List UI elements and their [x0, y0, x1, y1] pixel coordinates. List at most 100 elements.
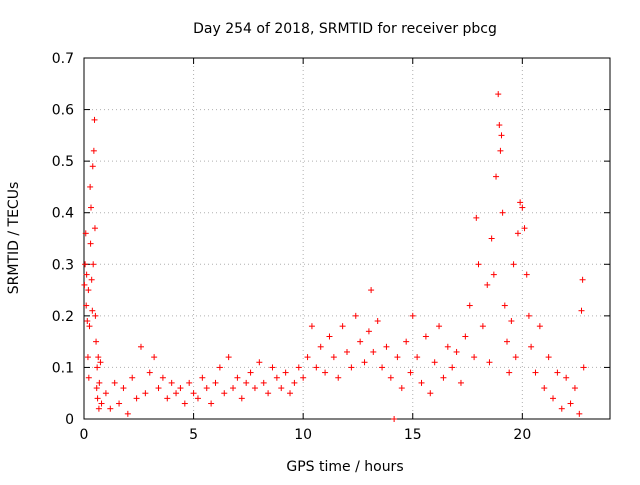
- data-point: [85, 374, 92, 381]
- data-point: [95, 405, 102, 412]
- data-point: [541, 385, 548, 392]
- data-point: [94, 395, 101, 402]
- y-tick-label: 0.3: [52, 257, 74, 273]
- data-point: [484, 281, 491, 288]
- data-point: [322, 369, 329, 376]
- data-point: [503, 338, 510, 345]
- data-point: [269, 364, 276, 371]
- data-point: [93, 385, 100, 392]
- data-point: [212, 379, 219, 386]
- data-point: [93, 338, 100, 345]
- data-point: [498, 132, 505, 139]
- data-point: [95, 354, 102, 361]
- data-point: [278, 385, 285, 392]
- data-point: [168, 379, 175, 386]
- data-point: [488, 235, 495, 242]
- data-point: [479, 323, 486, 330]
- data-point: [186, 379, 193, 386]
- y-tick-label: 0: [65, 412, 74, 428]
- data-point: [471, 354, 478, 361]
- data-point: [287, 390, 294, 397]
- data-point: [431, 359, 438, 366]
- data-point: [403, 338, 410, 345]
- data-point: [475, 261, 482, 268]
- data-point: [348, 364, 355, 371]
- data-point: [506, 369, 513, 376]
- data-point: [409, 312, 416, 319]
- data-point: [96, 379, 103, 386]
- x-tick-label: 0: [80, 427, 89, 443]
- data-point: [295, 364, 302, 371]
- data-point: [90, 261, 97, 268]
- axis-ticks: 0 5 10 15 20 0 0.1 0.2 0.3 0.4 0.5 0.6 0.7: [52, 51, 610, 443]
- data-point: [473, 214, 480, 221]
- data-point: [558, 405, 565, 412]
- data-point: [387, 374, 394, 381]
- data-point: [383, 343, 390, 350]
- data-point: [164, 395, 171, 402]
- chart-title: Day 254 of 2018, SRMTID for receiver pbc…: [193, 21, 497, 37]
- data-point: [265, 390, 272, 397]
- data-point: [510, 261, 517, 268]
- data-point: [519, 204, 526, 211]
- data-point: [124, 410, 131, 417]
- x-tick-label: 10: [294, 427, 312, 443]
- data-point: [391, 416, 398, 422]
- data-point: [508, 318, 515, 325]
- data-point: [84, 354, 91, 361]
- data-point: [418, 379, 425, 386]
- data-point: [94, 364, 101, 371]
- data-point: [512, 354, 519, 361]
- data-point: [407, 369, 414, 376]
- data-point: [330, 354, 337, 361]
- data-point: [151, 354, 158, 361]
- data-point: [462, 333, 469, 340]
- x-tick-label: 20: [513, 427, 531, 443]
- y-axis-label: SRMTID / TECUs: [6, 182, 22, 295]
- data-point: [97, 359, 104, 366]
- data-point: [129, 374, 136, 381]
- data-point: [457, 379, 464, 386]
- data-point: [190, 390, 197, 397]
- data-point: [137, 343, 144, 350]
- data-point: [550, 395, 557, 402]
- data-point: [256, 359, 263, 366]
- data-point: [449, 364, 456, 371]
- data-point: [87, 240, 94, 247]
- data-point: [146, 369, 153, 376]
- data-point: [83, 302, 90, 309]
- data-point: [98, 400, 105, 407]
- data-point: [92, 312, 99, 319]
- plot-frame: [83, 57, 611, 420]
- data-point: [571, 385, 578, 392]
- data-point: [230, 385, 237, 392]
- data-point: [90, 147, 97, 154]
- data-point: [89, 163, 96, 170]
- y-tick-label: 0.4: [52, 206, 74, 222]
- data-point: [545, 354, 552, 361]
- data-point: [536, 323, 543, 330]
- data-point: [580, 364, 587, 371]
- data-point: [335, 374, 342, 381]
- data-point: [203, 385, 210, 392]
- data-point: [142, 390, 149, 397]
- data-point: [243, 379, 250, 386]
- data-point: [579, 276, 586, 283]
- data-point: [116, 400, 123, 407]
- x-tick-label: 5: [189, 427, 198, 443]
- data-point: [308, 323, 315, 330]
- data-point: [493, 173, 500, 180]
- data-point: [216, 364, 223, 371]
- y-tick-label: 0.1: [52, 360, 74, 376]
- data-point: [499, 209, 506, 216]
- data-point: [532, 369, 539, 376]
- data-point: [501, 302, 508, 309]
- data-point: [414, 354, 421, 361]
- data-point: [398, 385, 405, 392]
- data-point: [84, 318, 91, 325]
- data-point: [370, 348, 377, 355]
- data-point: [91, 116, 98, 123]
- data-point: [528, 343, 535, 350]
- data-point: [514, 230, 521, 237]
